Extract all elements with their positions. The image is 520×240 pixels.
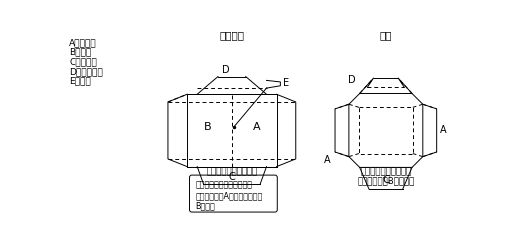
Text: C: C bbox=[382, 175, 389, 185]
Text: E：糊代: E：糊代 bbox=[69, 77, 91, 85]
Text: E: E bbox=[283, 78, 289, 89]
Text: D: D bbox=[348, 75, 356, 85]
Text: C：ボトム: C：ボトム bbox=[69, 57, 97, 66]
Text: 封筒を裏側から見た図: 封筒を裏側から見た図 bbox=[360, 168, 411, 176]
Text: B: B bbox=[203, 122, 211, 132]
Text: B：糊下: B：糊下 bbox=[69, 48, 92, 57]
Text: 長・角形では張り合わせで
上になる方をA、下になる方を
Bとする: 長・角形では張り合わせで 上になる方をA、下になる方を Bとする bbox=[196, 180, 263, 210]
Text: 封筒を裏側から見た図: 封筒を裏側から見た図 bbox=[206, 168, 257, 176]
Text: C: C bbox=[228, 172, 235, 182]
Text: A: A bbox=[324, 155, 330, 165]
FancyBboxPatch shape bbox=[189, 175, 277, 212]
Text: D: D bbox=[222, 65, 229, 75]
Text: 長・角形: 長・角形 bbox=[219, 30, 244, 40]
Text: （左右対称でBはない）: （左右対称でBはない） bbox=[357, 176, 414, 185]
Text: A: A bbox=[440, 126, 446, 135]
Text: A: A bbox=[253, 122, 261, 132]
Text: 洋形: 洋形 bbox=[380, 30, 392, 40]
Text: D：フラップ: D：フラップ bbox=[69, 67, 103, 76]
Text: A：サイド: A：サイド bbox=[69, 38, 97, 47]
